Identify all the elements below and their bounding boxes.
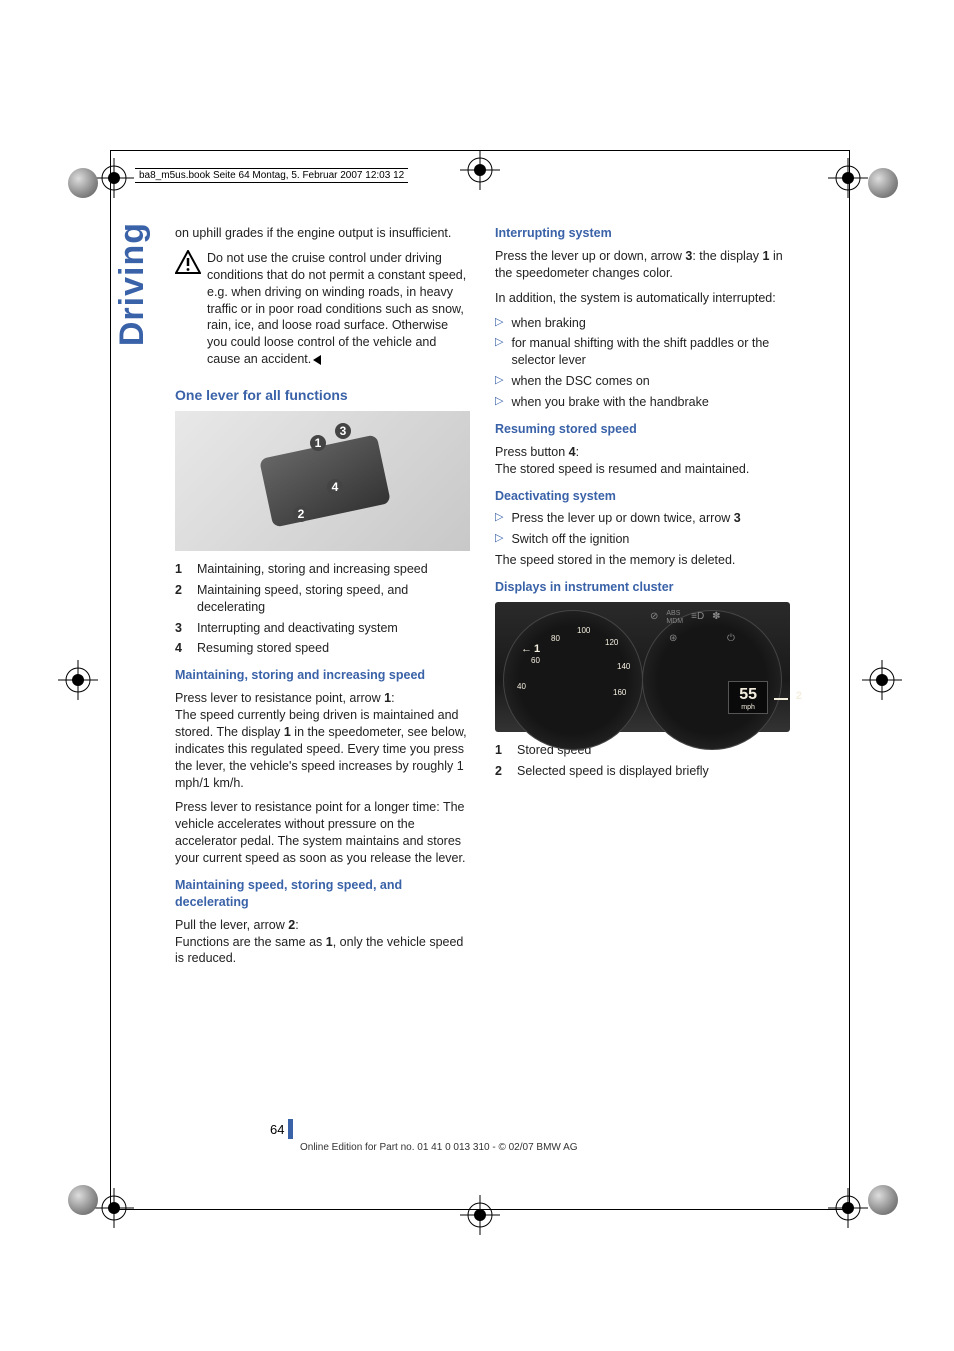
body-text: Pull the lever, arrow 2: Functions are t… (175, 917, 470, 968)
content-area: on uphill grades if the engine output is… (175, 225, 790, 975)
left-column: on uphill grades if the engine output is… (175, 225, 470, 975)
warning-icon (175, 250, 201, 274)
cluster-marker-2: 2 (796, 689, 802, 704)
heading-displays: Displays in instrument cluster (495, 579, 790, 596)
corner-ball-icon (68, 168, 98, 198)
crop-mark-left (58, 660, 98, 700)
cluster-marker-1: 1 (521, 642, 540, 657)
body-text: Press the lever up or down, arrow 3: the… (495, 248, 790, 282)
interrupt-list: ▷when braking ▷for manual shifting with … (495, 315, 790, 411)
page-number: 64 (270, 1122, 284, 1137)
section-tab: Driving (113, 222, 152, 346)
lever-figure: 1 2 3 4 (175, 411, 470, 551)
footer-text: Online Edition for Part no. 01 41 0 013 … (300, 1142, 578, 1153)
triangle-bullet-icon: ▷ (495, 531, 503, 548)
heading-one-lever: One lever for all functions (175, 386, 470, 405)
list-item: 2Selected speed is displayed briefly (495, 763, 790, 780)
corner-ball-icon (868, 168, 898, 198)
list-item: ▷when you brake with the handbrake (495, 394, 790, 411)
triangle-bullet-icon: ▷ (495, 510, 503, 527)
book-header: ba8_m5us.book Seite 64 Montag, 5. Februa… (135, 168, 408, 183)
body-text: Press lever to resistance point, arrow 1… (175, 690, 470, 791)
page-number-bar (288, 1119, 293, 1139)
heading-maintain-decel: Maintaining speed, storing speed, and de… (175, 877, 470, 911)
deactivate-list: ▷Press the lever up or down twice, arrow… (495, 510, 790, 548)
list-item: 3Interrupting and deactivating system (175, 620, 470, 637)
corner-ball-icon (68, 1185, 98, 1215)
cluster-speed-readout: 55 mph (728, 681, 768, 714)
body-text: The speed stored in the memory is delete… (495, 552, 790, 569)
list-item: 1Stored speed (495, 742, 790, 759)
list-item: 2Maintaining speed, storing speed, and d… (175, 582, 470, 616)
triangle-bullet-icon: ▷ (495, 315, 503, 332)
body-text: Press button 4: The stored speed is resu… (495, 444, 790, 478)
corner-ball-icon (868, 1185, 898, 1215)
list-item: 4Resuming stored speed (175, 640, 470, 657)
body-text: In addition, the system is automatically… (495, 290, 790, 307)
list-item: ▷when braking (495, 315, 790, 332)
body-text: Press lever to resistance point for a lo… (175, 799, 470, 867)
heading-maintain-increase: Maintaining, storing and increasing spee… (175, 667, 470, 684)
cluster-indicator-icons: ⊘ABSMDM≡D✽ (650, 610, 721, 626)
crop-mark-right (862, 660, 902, 700)
triangle-bullet-icon: ▷ (495, 394, 503, 411)
warning-text: Do not use the cruise control under driv… (207, 250, 470, 368)
list-item: ▷when the DSC comes on (495, 373, 790, 390)
list-item: ▷Press the lever up or down twice, arrow… (495, 510, 790, 527)
heading-interrupt: Interrupting system (495, 225, 790, 242)
list-item: ▷Switch off the ignition (495, 531, 790, 548)
intro-text: on uphill grades if the engine output is… (175, 225, 470, 242)
triangle-bullet-icon: ▷ (495, 335, 503, 369)
list-item: ▷for manual shifting with the shift padd… (495, 335, 790, 369)
end-marker-icon (313, 355, 321, 365)
cluster-figure: ⊘ABSMDM≡D✽ ⊛ ⏻ 1 60 80 100 120 140 160 4… (495, 602, 790, 732)
lever-functions-list: 1Maintaining, storing and increasing spe… (175, 561, 470, 657)
triangle-bullet-icon: ▷ (495, 373, 503, 390)
right-column: Interrupting system Press the lever up o… (495, 225, 790, 975)
cluster-legend-list: 1Stored speed 2Selected speed is display… (495, 742, 790, 780)
list-item: 1Maintaining, storing and increasing spe… (175, 561, 470, 578)
warning-block: Do not use the cruise control under driv… (175, 250, 470, 376)
heading-deactivate: Deactivating system (495, 488, 790, 505)
heading-resume: Resuming stored speed (495, 421, 790, 438)
